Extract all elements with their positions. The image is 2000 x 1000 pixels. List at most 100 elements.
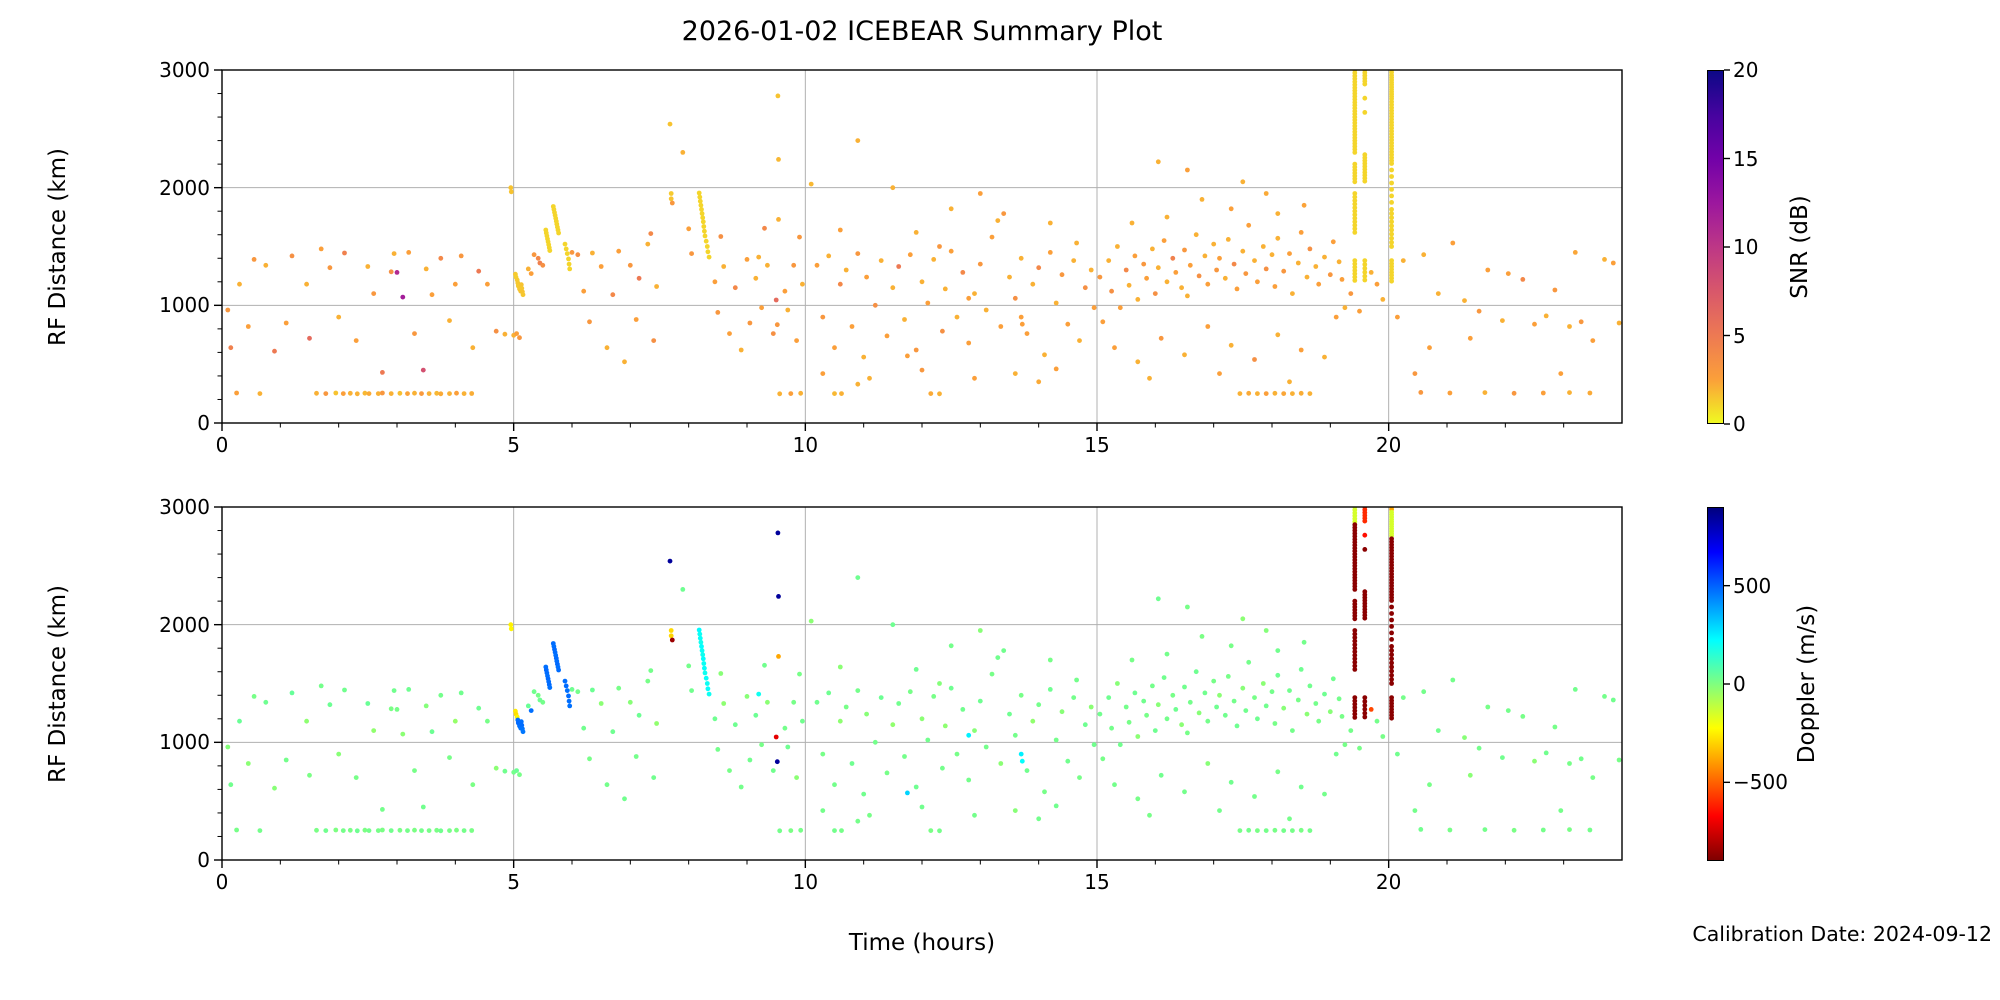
data-point <box>776 654 781 659</box>
data-point <box>1368 707 1374 712</box>
snr-scatter-panel <box>214 69 1623 431</box>
data-point <box>1352 698 1358 704</box>
data-point <box>1327 709 1333 715</box>
data-point <box>1590 775 1596 780</box>
data-point <box>960 707 966 712</box>
data-point <box>698 639 704 645</box>
data-point <box>564 688 570 693</box>
data-point <box>1217 371 1222 376</box>
data-point <box>1435 291 1441 296</box>
data-point <box>814 262 820 268</box>
data-point <box>289 253 295 259</box>
data-point <box>1272 827 1278 833</box>
data-point <box>517 335 522 341</box>
data-point <box>1182 352 1187 358</box>
data-point <box>1467 772 1473 778</box>
data-point <box>251 257 257 262</box>
data-point <box>718 671 724 676</box>
data-point <box>1352 208 1358 214</box>
data-point <box>1152 728 1158 733</box>
data-point <box>770 768 776 773</box>
data-point <box>1421 689 1427 695</box>
data-point <box>966 295 972 301</box>
data-point <box>849 761 855 766</box>
data-point <box>701 661 707 666</box>
data-point <box>855 688 861 693</box>
data-point <box>1255 716 1260 722</box>
data-point <box>251 694 257 699</box>
data-point <box>452 718 458 724</box>
snr-colorbar-tick-label: 5 <box>1733 323 1746 348</box>
data-point <box>429 729 435 735</box>
data-point <box>237 281 242 287</box>
data-point <box>1255 828 1260 833</box>
data-point <box>566 261 572 267</box>
data-point <box>718 234 724 239</box>
data-point <box>1389 215 1394 221</box>
data-point <box>1018 692 1024 698</box>
data-point <box>1074 240 1079 246</box>
data-point <box>1240 685 1246 691</box>
data-point <box>438 391 444 397</box>
data-point <box>826 690 832 696</box>
data-point <box>1187 699 1193 705</box>
data-point <box>1389 187 1394 192</box>
data-point <box>913 347 919 353</box>
data-point <box>1287 251 1292 256</box>
data-point <box>1558 808 1564 813</box>
data-point <box>1412 371 1418 376</box>
data-point <box>989 671 995 677</box>
data-point <box>855 818 861 824</box>
data-point <box>759 305 764 311</box>
data-point <box>587 756 592 762</box>
data-point <box>1091 305 1097 311</box>
data-point <box>263 699 269 705</box>
data-point <box>1115 244 1120 249</box>
data-point <box>438 692 444 698</box>
data-point <box>998 324 1004 329</box>
data-point <box>340 391 346 396</box>
snr-colorbar-tick-label: 20 <box>1733 58 1759 82</box>
data-point <box>1362 81 1368 87</box>
data-point <box>832 345 837 351</box>
data-point <box>703 238 709 244</box>
data-point <box>388 391 394 396</box>
data-point <box>388 828 394 833</box>
data-point <box>1362 262 1368 267</box>
data-point <box>470 782 476 788</box>
data-point <box>1352 667 1358 672</box>
data-point <box>700 652 706 658</box>
data-point <box>354 391 360 397</box>
snr-colorbar-tick-label: 0 <box>1733 412 1746 436</box>
data-point <box>365 264 371 269</box>
data-point <box>1362 273 1368 279</box>
data-point <box>1362 547 1368 552</box>
data-point <box>777 391 783 397</box>
data-point <box>705 249 711 255</box>
data-point <box>928 828 934 833</box>
data-point <box>820 371 826 376</box>
data-point <box>1246 222 1252 228</box>
x-tick-label: 15 <box>1084 433 1110 457</box>
data-point <box>1389 598 1394 603</box>
data-point <box>791 699 797 705</box>
data-point <box>1222 275 1228 281</box>
data-point <box>1427 782 1432 788</box>
data-point <box>797 234 802 240</box>
data-point <box>1231 261 1237 267</box>
data-point <box>1476 308 1482 314</box>
data-point <box>1389 227 1394 233</box>
data-point <box>907 689 913 695</box>
data-point <box>1421 252 1427 258</box>
data-point <box>400 294 406 300</box>
data-point <box>919 279 925 285</box>
data-point <box>1173 270 1179 275</box>
data-point <box>1237 828 1243 833</box>
data-point <box>770 331 776 336</box>
data-point <box>700 219 706 225</box>
data-point <box>362 390 368 396</box>
data-point <box>575 252 581 258</box>
data-point <box>347 827 353 833</box>
data-point <box>668 191 674 196</box>
data-point <box>686 663 692 669</box>
